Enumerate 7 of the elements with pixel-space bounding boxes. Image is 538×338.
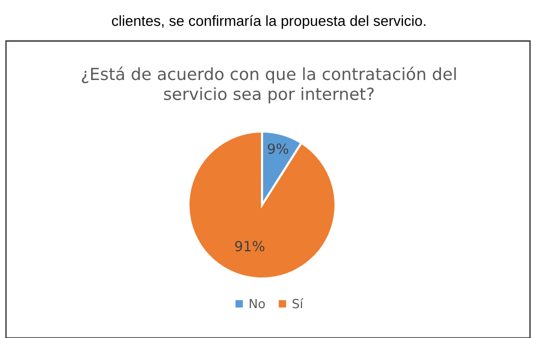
legend-label: No: [250, 299, 265, 308]
legend-label: Sí: [292, 298, 304, 308]
text: clientes, se confirmaría la propuesta del servicio.: [112, 15, 426, 29]
pie-slice: [187, 130, 337, 280]
chart-title: ¿Está de acuerdo con que la contratación del servicio sea por internet?: [82, 66, 456, 104]
data-label: 91%: [235, 240, 264, 252]
data-label: 9%: [268, 143, 288, 154]
